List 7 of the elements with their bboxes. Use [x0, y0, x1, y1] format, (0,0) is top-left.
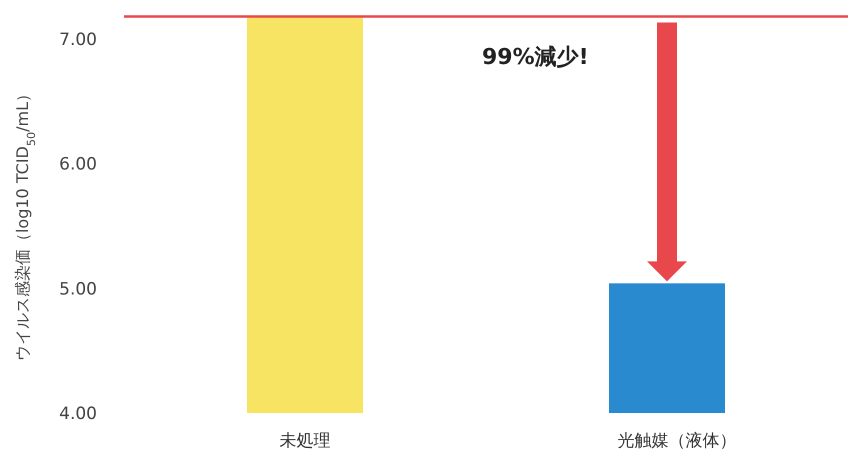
y-tick-label: 4.00 — [59, 404, 97, 424]
annotation: 99%減少! — [482, 45, 589, 70]
y-tick-label: 5.00 — [59, 279, 97, 300]
y-tick-label: 7.00 — [59, 30, 97, 50]
y-tick-label: 6.00 — [59, 154, 97, 175]
x-tick-label: 光触媒（液体） — [618, 431, 736, 451]
x-tick-label: 未処理 — [280, 431, 330, 451]
